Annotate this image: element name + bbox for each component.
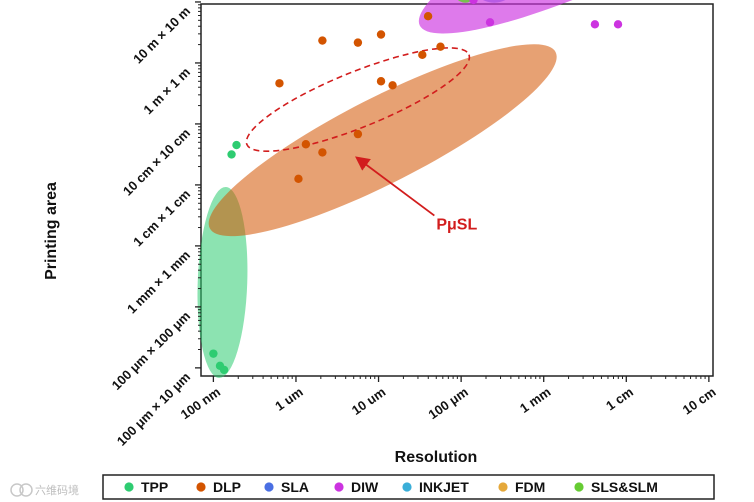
y-tick-label: 10 m × 10 m	[130, 3, 193, 66]
legend-marker-tpp	[124, 482, 134, 492]
point-dlp-7	[353, 129, 363, 139]
y-tick-label: 1 m × 1 m	[140, 64, 193, 117]
x-axis-title: Resolution	[395, 449, 478, 466]
point-tpp-1	[232, 140, 241, 150]
y-tick-label: 1 mm × 1 mm	[124, 247, 193, 316]
legend-marker-sls-slm	[574, 482, 584, 492]
legend-label-tpp: TPP	[141, 479, 168, 495]
ellipse-diw	[418, 0, 754, 34]
point-dlp-4	[318, 148, 327, 157]
x-tick-label: 1 um	[272, 384, 305, 414]
legend-marker-inkjet	[402, 482, 412, 492]
points-layer	[209, 0, 623, 375]
watermark-logo-icon	[10, 483, 24, 497]
point-dlp-3	[301, 140, 311, 149]
point-tpp-5	[219, 365, 229, 375]
ellipse-dlp	[208, 44, 557, 237]
legend-label-inkjet: INKJET	[419, 479, 469, 495]
annotation-label: PμSL	[436, 217, 477, 234]
watermark-text: 六维码境	[35, 483, 79, 497]
y-axis-title: Printing area	[43, 182, 60, 280]
point-diw-4	[613, 20, 623, 29]
legend-marker-fdm	[498, 482, 508, 492]
point-dlp-10	[388, 81, 397, 90]
x-tick-label: 100 μm	[426, 384, 471, 422]
legend-marker-sla	[264, 482, 274, 492]
ellipse-sls-slm	[457, 0, 473, 3]
point-dlp-14	[436, 42, 445, 51]
x-tick-label: 10 cm	[680, 384, 719, 417]
watermark-logo-ring	[19, 483, 33, 497]
point-tpp-2	[227, 150, 236, 159]
legend-label-sla: SLA	[281, 479, 309, 495]
point-tpp-3	[209, 349, 218, 358]
watermark: 六维码境	[10, 483, 79, 497]
point-dlp-8	[376, 30, 386, 39]
x-tick-layer: 100 nm 1 um 10 um 100 μm 1 mm 1 cm 10 cm	[178, 376, 719, 422]
legend-label-dlp: DLP	[213, 479, 241, 495]
legend-label-sls-slm: SLS&SLM	[591, 479, 658, 495]
x-tick-label: 10 um	[349, 384, 388, 418]
annotation-arrow	[355, 156, 435, 217]
point-dlp-2	[294, 174, 303, 184]
point-dlp-1	[275, 79, 284, 88]
legend-label-diw: DIW	[351, 479, 379, 495]
point-dlp-12	[423, 11, 433, 21]
legend-label-fdm: FDM	[515, 479, 545, 495]
point-diw-5	[485, 18, 495, 27]
point-dlp-5	[318, 36, 327, 45]
ellipse-layer	[197, 0, 754, 378]
point-dlp-9	[376, 77, 386, 86]
point-dlp-11	[418, 50, 427, 60]
point-diw-3	[590, 20, 600, 29]
point-diw-8	[469, 0, 478, 5]
x-tick-label: 100 nm	[178, 384, 223, 422]
legend: TPP DLP SLA DIW INKJET FDM SLS&SLM	[102, 474, 715, 500]
legend-marker-diw	[334, 482, 344, 492]
legend-marker-dlp	[196, 482, 206, 492]
y-tick-label: 1 cm × 1 cm	[130, 186, 193, 249]
x-tick-label: 1 cm	[603, 384, 636, 413]
point-dlp-6	[353, 38, 363, 47]
x-tick-label: 1 mm	[517, 384, 553, 416]
